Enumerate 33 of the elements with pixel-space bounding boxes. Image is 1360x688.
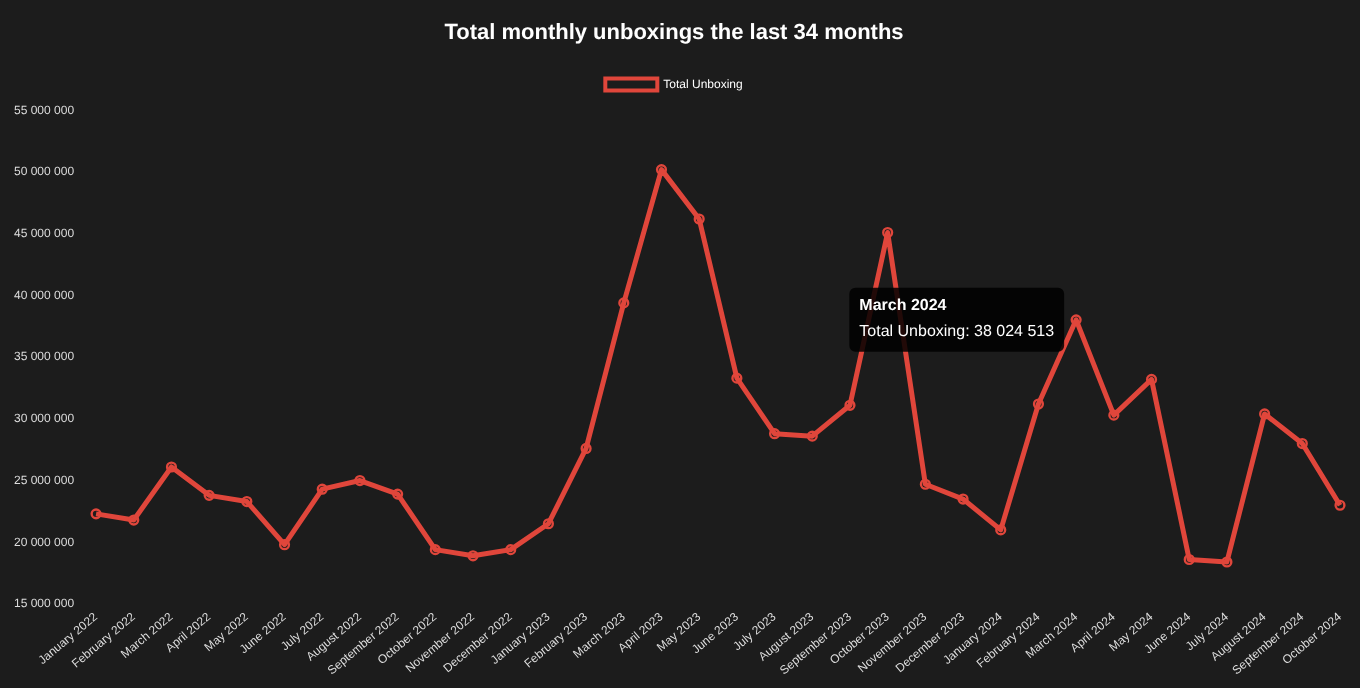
point: [316, 483, 328, 495]
point: [1032, 398, 1045, 410]
point: [429, 544, 441, 556]
point: [467, 550, 479, 562]
point: [354, 474, 366, 487]
point: [693, 213, 705, 225]
annotation: March 2024 Total Unboxing: 38 024 513: [859, 296, 1056, 341]
point: [618, 297, 630, 309]
point: [731, 372, 743, 384]
point: [844, 399, 856, 411]
point: [505, 544, 517, 556]
point: [1108, 409, 1120, 421]
point: [768, 428, 781, 440]
point: [1221, 556, 1233, 568]
chart-title: Total monthly unboxings the last 34 months: [444, 21, 904, 46]
point: [806, 430, 818, 442]
point: [90, 508, 102, 520]
point: [165, 461, 178, 473]
point: [1183, 553, 1195, 566]
point: [580, 442, 592, 455]
point: [203, 489, 215, 501]
point: [542, 518, 554, 530]
point: [995, 524, 1007, 536]
point: [392, 488, 404, 500]
point: [1334, 499, 1346, 511]
point: [278, 539, 291, 551]
point: [1296, 437, 1308, 450]
point: [1145, 373, 1158, 385]
point: [1259, 408, 1271, 420]
point: [919, 478, 931, 490]
point: [957, 493, 969, 505]
point: [128, 514, 140, 526]
point: [241, 495, 253, 508]
